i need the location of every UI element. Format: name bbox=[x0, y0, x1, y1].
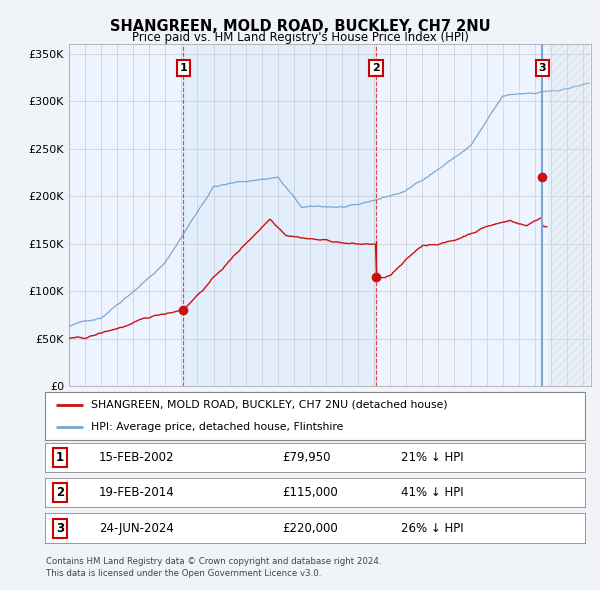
Text: This data is licensed under the Open Government Licence v3.0.: This data is licensed under the Open Gov… bbox=[46, 569, 321, 578]
Text: Price paid vs. HM Land Registry's House Price Index (HPI): Price paid vs. HM Land Registry's House … bbox=[131, 31, 469, 44]
Text: SHANGREEN, MOLD ROAD, BUCKLEY, CH7 2NU: SHANGREEN, MOLD ROAD, BUCKLEY, CH7 2NU bbox=[110, 19, 490, 34]
Text: £79,950: £79,950 bbox=[283, 451, 331, 464]
Text: 19-FEB-2014: 19-FEB-2014 bbox=[99, 486, 175, 499]
Text: 24-JUN-2024: 24-JUN-2024 bbox=[99, 522, 174, 535]
Text: 2: 2 bbox=[372, 63, 380, 73]
Text: SHANGREEN, MOLD ROAD, BUCKLEY, CH7 2NU (detached house): SHANGREEN, MOLD ROAD, BUCKLEY, CH7 2NU (… bbox=[91, 399, 448, 409]
Text: £115,000: £115,000 bbox=[283, 486, 338, 499]
Text: HPI: Average price, detached house, Flintshire: HPI: Average price, detached house, Flin… bbox=[91, 422, 343, 432]
Text: 21% ↓ HPI: 21% ↓ HPI bbox=[401, 451, 464, 464]
Text: 1: 1 bbox=[179, 63, 187, 73]
Text: Contains HM Land Registry data © Crown copyright and database right 2024.: Contains HM Land Registry data © Crown c… bbox=[46, 558, 381, 566]
Text: 2: 2 bbox=[56, 486, 64, 499]
Text: 1: 1 bbox=[56, 451, 64, 464]
Text: 3: 3 bbox=[539, 63, 547, 73]
Text: 15-FEB-2002: 15-FEB-2002 bbox=[99, 451, 175, 464]
Text: 26% ↓ HPI: 26% ↓ HPI bbox=[401, 522, 464, 535]
Text: 3: 3 bbox=[56, 522, 64, 535]
Bar bbox=[184, 44, 376, 386]
Text: 41% ↓ HPI: 41% ↓ HPI bbox=[401, 486, 464, 499]
Text: £220,000: £220,000 bbox=[283, 522, 338, 535]
